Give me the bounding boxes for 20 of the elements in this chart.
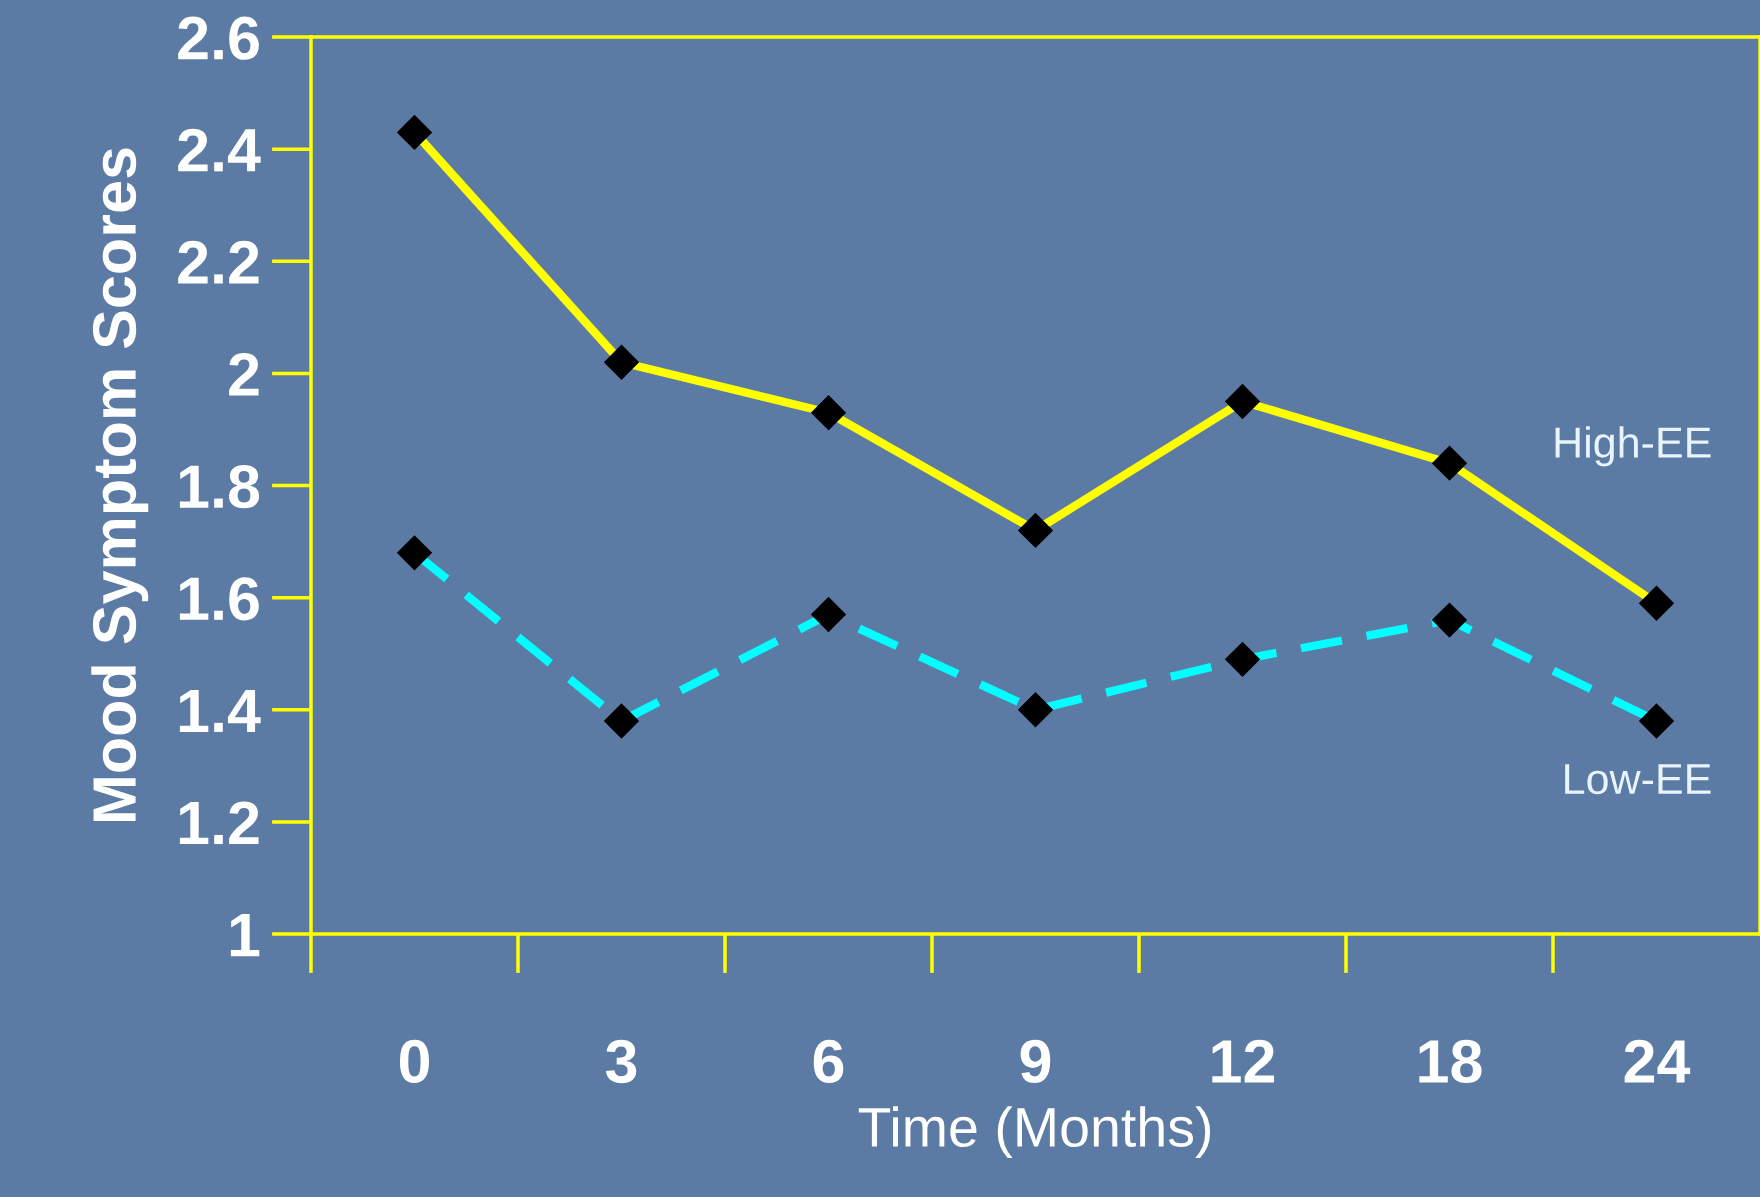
x-tick-label: 0 xyxy=(399,1039,429,1084)
y-tick-label: 1.6 xyxy=(179,577,259,621)
y-tick-label: 2.4 xyxy=(178,128,261,172)
y-tick-label: 1.2 xyxy=(179,801,259,845)
y-tick-label: 2.6 xyxy=(178,16,259,60)
x-tick-label: 24 xyxy=(1624,1039,1691,1083)
x-axis-title: Time (Months) xyxy=(858,1106,1211,1159)
y-tick-label: 2.2 xyxy=(178,240,259,284)
y-tick-label: 1 xyxy=(230,914,260,957)
x-tick-label: 12 xyxy=(1212,1039,1275,1083)
x-tick-label: 6 xyxy=(813,1039,844,1084)
y-tick-label: 2 xyxy=(229,352,259,396)
x-tick-label: 18 xyxy=(1419,1039,1482,1084)
x-tick-label: 9 xyxy=(1020,1039,1051,1084)
y-axis-title: Mood Symptom Scores xyxy=(91,148,149,822)
y-tick-label: 1.4 xyxy=(179,689,261,732)
series-label: Low-EE xyxy=(1565,764,1711,795)
y-tick-label: 1.8 xyxy=(179,465,260,509)
x-tick-label: 3 xyxy=(605,1039,637,1084)
series-label: High-EE xyxy=(1555,426,1711,467)
